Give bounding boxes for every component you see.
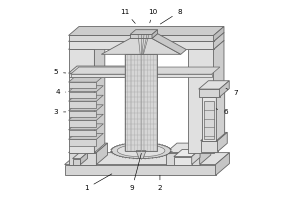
Polygon shape	[166, 153, 200, 165]
Polygon shape	[69, 32, 224, 41]
Polygon shape	[69, 35, 214, 41]
Polygon shape	[80, 153, 87, 165]
Polygon shape	[69, 49, 94, 153]
Polygon shape	[69, 27, 224, 35]
Polygon shape	[69, 133, 103, 139]
Polygon shape	[124, 66, 133, 77]
Polygon shape	[101, 38, 181, 54]
Polygon shape	[188, 49, 214, 153]
Polygon shape	[69, 101, 96, 108]
Polygon shape	[69, 95, 103, 101]
Polygon shape	[64, 153, 230, 165]
Polygon shape	[218, 132, 227, 152]
Text: 5: 5	[53, 69, 66, 75]
Polygon shape	[64, 165, 215, 175]
Polygon shape	[215, 153, 230, 175]
Polygon shape	[136, 151, 146, 159]
Polygon shape	[202, 90, 225, 97]
Polygon shape	[69, 111, 96, 117]
Ellipse shape	[111, 143, 171, 159]
Polygon shape	[152, 30, 158, 38]
Polygon shape	[73, 159, 80, 165]
Polygon shape	[73, 153, 87, 159]
Text: 7: 7	[226, 88, 238, 96]
Polygon shape	[188, 40, 224, 49]
Polygon shape	[201, 132, 227, 141]
Text: 6: 6	[216, 109, 228, 115]
Polygon shape	[174, 149, 200, 157]
Text: 2: 2	[158, 175, 162, 191]
Polygon shape	[70, 74, 212, 77]
Text: 4: 4	[55, 89, 66, 95]
Polygon shape	[174, 157, 192, 165]
Polygon shape	[69, 153, 96, 165]
Text: 3: 3	[53, 109, 66, 115]
Polygon shape	[216, 90, 225, 141]
Polygon shape	[214, 40, 224, 153]
Polygon shape	[192, 149, 200, 165]
Text: 1: 1	[84, 174, 112, 191]
Text: 9: 9	[130, 153, 141, 191]
Polygon shape	[96, 143, 107, 165]
Polygon shape	[214, 27, 224, 41]
Text: 8: 8	[160, 9, 182, 24]
Polygon shape	[202, 97, 216, 141]
Text: 10: 10	[148, 9, 158, 23]
Polygon shape	[130, 30, 158, 34]
Polygon shape	[69, 73, 124, 77]
Polygon shape	[125, 54, 157, 151]
Polygon shape	[69, 86, 103, 92]
Polygon shape	[130, 34, 152, 38]
Polygon shape	[204, 101, 214, 139]
Polygon shape	[69, 105, 103, 111]
Polygon shape	[69, 130, 96, 136]
Polygon shape	[69, 76, 103, 82]
Polygon shape	[69, 92, 96, 98]
Polygon shape	[69, 114, 103, 120]
Polygon shape	[214, 32, 224, 49]
Text: 11: 11	[121, 9, 135, 23]
Polygon shape	[199, 89, 220, 97]
Polygon shape	[69, 120, 96, 127]
Polygon shape	[201, 141, 218, 152]
Polygon shape	[69, 41, 214, 49]
Polygon shape	[69, 124, 103, 130]
Polygon shape	[69, 82, 96, 88]
Polygon shape	[220, 81, 229, 97]
Polygon shape	[69, 40, 105, 49]
Polygon shape	[130, 34, 158, 38]
Polygon shape	[94, 40, 105, 153]
Polygon shape	[152, 34, 186, 54]
Polygon shape	[166, 143, 211, 153]
Polygon shape	[69, 66, 133, 73]
Polygon shape	[200, 143, 211, 165]
Polygon shape	[69, 139, 96, 146]
Polygon shape	[70, 67, 220, 74]
Ellipse shape	[117, 144, 165, 157]
Polygon shape	[69, 143, 107, 153]
Polygon shape	[199, 81, 229, 89]
